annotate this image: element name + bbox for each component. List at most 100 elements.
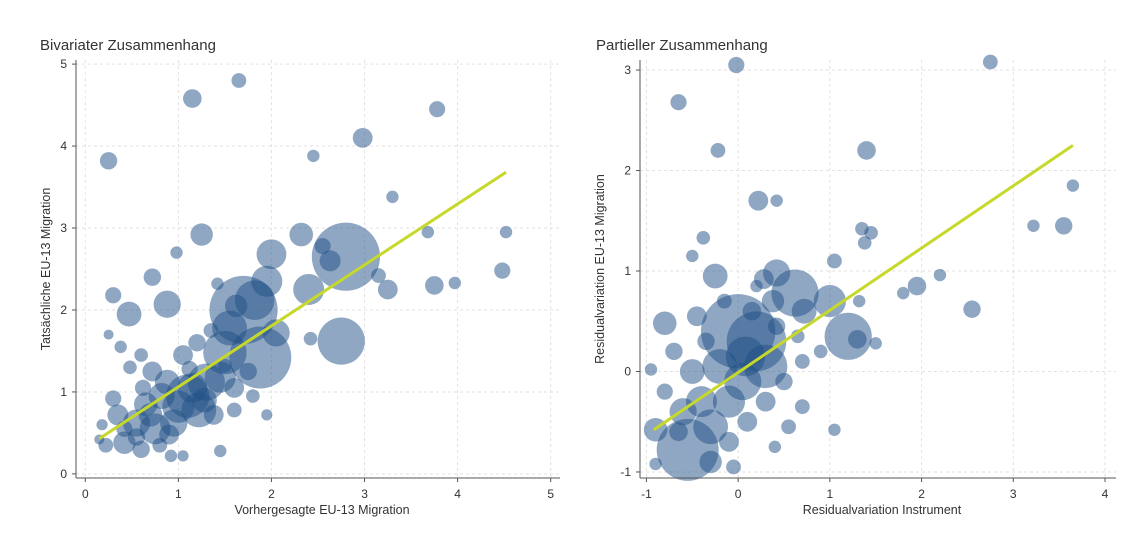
data-point bbox=[794, 399, 810, 415]
y-tick-label: 0 bbox=[60, 467, 67, 481]
data-point bbox=[770, 194, 783, 207]
data-point bbox=[224, 294, 248, 318]
x-tick-label: 5 bbox=[547, 487, 554, 501]
data-point bbox=[982, 54, 998, 70]
y-tick-label: 3 bbox=[624, 63, 631, 77]
data-point bbox=[352, 127, 373, 148]
data-point bbox=[170, 246, 183, 259]
data-point bbox=[224, 377, 245, 398]
data-point bbox=[719, 431, 739, 452]
data-point bbox=[794, 354, 810, 369]
data-point bbox=[699, 450, 722, 474]
data-point bbox=[686, 306, 707, 327]
data-point bbox=[897, 286, 910, 300]
data-point bbox=[686, 249, 699, 263]
data-point bbox=[203, 404, 224, 425]
chart-partial: Partieller Zusammenhang -1 0 1 2 3 4 -1 0 1 2 3 Re… bbox=[593, 37, 1116, 517]
chart-title-bivariate: Bivariater Zusammenhang bbox=[40, 37, 216, 54]
data-point bbox=[963, 300, 981, 318]
data-point bbox=[377, 279, 398, 300]
data-point bbox=[226, 402, 242, 418]
data-point bbox=[448, 276, 462, 290]
data-point bbox=[159, 424, 179, 445]
data-point bbox=[669, 422, 688, 442]
x-tick-label: 4 bbox=[1102, 487, 1109, 501]
data-point bbox=[218, 358, 232, 373]
y-tick-label: 3 bbox=[60, 221, 67, 235]
data-point bbox=[857, 141, 876, 160]
data-point bbox=[652, 311, 677, 336]
data-point bbox=[761, 289, 785, 313]
data-point bbox=[214, 444, 227, 458]
data-point bbox=[813, 285, 846, 318]
y-axis-label-bivariate: Tatsächliche EU-13 Migration bbox=[39, 188, 53, 351]
data-point bbox=[737, 411, 758, 432]
x-tick-label: 0 bbox=[735, 487, 742, 501]
data-point bbox=[702, 349, 738, 384]
y-tick-label: 2 bbox=[60, 303, 67, 317]
data-point bbox=[311, 222, 381, 291]
data-point bbox=[656, 383, 673, 400]
data-point bbox=[649, 457, 662, 471]
data-point bbox=[755, 391, 776, 412]
data-point bbox=[251, 265, 283, 297]
x-tick-label: 4 bbox=[454, 487, 461, 501]
x-tick-label: 1 bbox=[175, 487, 182, 501]
data-point bbox=[127, 428, 146, 446]
axes-partial: -1 0 1 2 3 4 -1 0 1 2 3 bbox=[620, 60, 1116, 501]
y-axis-label-partial: Residualvariation EU-13 Migration bbox=[593, 174, 607, 364]
data-point bbox=[750, 279, 763, 293]
data-point bbox=[768, 440, 782, 454]
data-point bbox=[261, 409, 273, 421]
data-point bbox=[386, 190, 399, 204]
data-point bbox=[188, 334, 206, 352]
data-point bbox=[425, 276, 444, 295]
data-point bbox=[791, 298, 817, 324]
data-point bbox=[164, 449, 178, 463]
y-tick-label: 1 bbox=[60, 385, 67, 399]
data-point bbox=[153, 290, 181, 318]
x-tick-label: 1 bbox=[827, 487, 834, 501]
points-partial bbox=[643, 54, 1080, 481]
data-point bbox=[317, 317, 365, 365]
data-point bbox=[828, 423, 841, 436]
data-point bbox=[933, 268, 947, 282]
y-tick-label: 0 bbox=[624, 364, 631, 378]
data-point bbox=[1066, 179, 1080, 192]
data-point bbox=[781, 419, 796, 435]
chart-title-partial: Partieller Zusammenhang bbox=[596, 37, 768, 54]
data-point bbox=[143, 268, 162, 286]
data-point bbox=[307, 149, 320, 163]
data-point bbox=[813, 344, 828, 359]
data-point bbox=[696, 231, 711, 245]
data-point bbox=[103, 329, 114, 340]
data-point bbox=[181, 360, 198, 378]
x-axis-label-bivariate: Vorhergesagte EU-13 Migration bbox=[234, 503, 409, 517]
data-point bbox=[827, 253, 842, 269]
data-point bbox=[123, 360, 137, 375]
data-point bbox=[716, 293, 732, 309]
data-point bbox=[134, 348, 148, 362]
x-tick-label: 2 bbox=[918, 487, 925, 501]
data-point bbox=[239, 362, 257, 381]
data-point bbox=[1055, 217, 1073, 235]
x-tick-label: 2 bbox=[268, 487, 275, 501]
data-point bbox=[742, 301, 762, 321]
data-point bbox=[134, 379, 152, 396]
data-point bbox=[371, 268, 386, 283]
data-point bbox=[494, 262, 511, 279]
data-point bbox=[679, 359, 705, 384]
data-point bbox=[670, 94, 687, 111]
y-tick-label: 1 bbox=[624, 264, 631, 278]
data-point bbox=[177, 450, 189, 462]
data-point bbox=[702, 263, 728, 289]
fit-line-partial bbox=[652, 144, 1074, 432]
y-tick-label: 4 bbox=[60, 139, 67, 153]
data-point bbox=[96, 419, 108, 431]
data-point bbox=[116, 301, 142, 327]
data-point bbox=[869, 337, 882, 350]
data-point bbox=[693, 409, 729, 445]
y-tick-label: 2 bbox=[624, 164, 631, 178]
data-point bbox=[246, 389, 260, 403]
data-point bbox=[183, 89, 202, 108]
